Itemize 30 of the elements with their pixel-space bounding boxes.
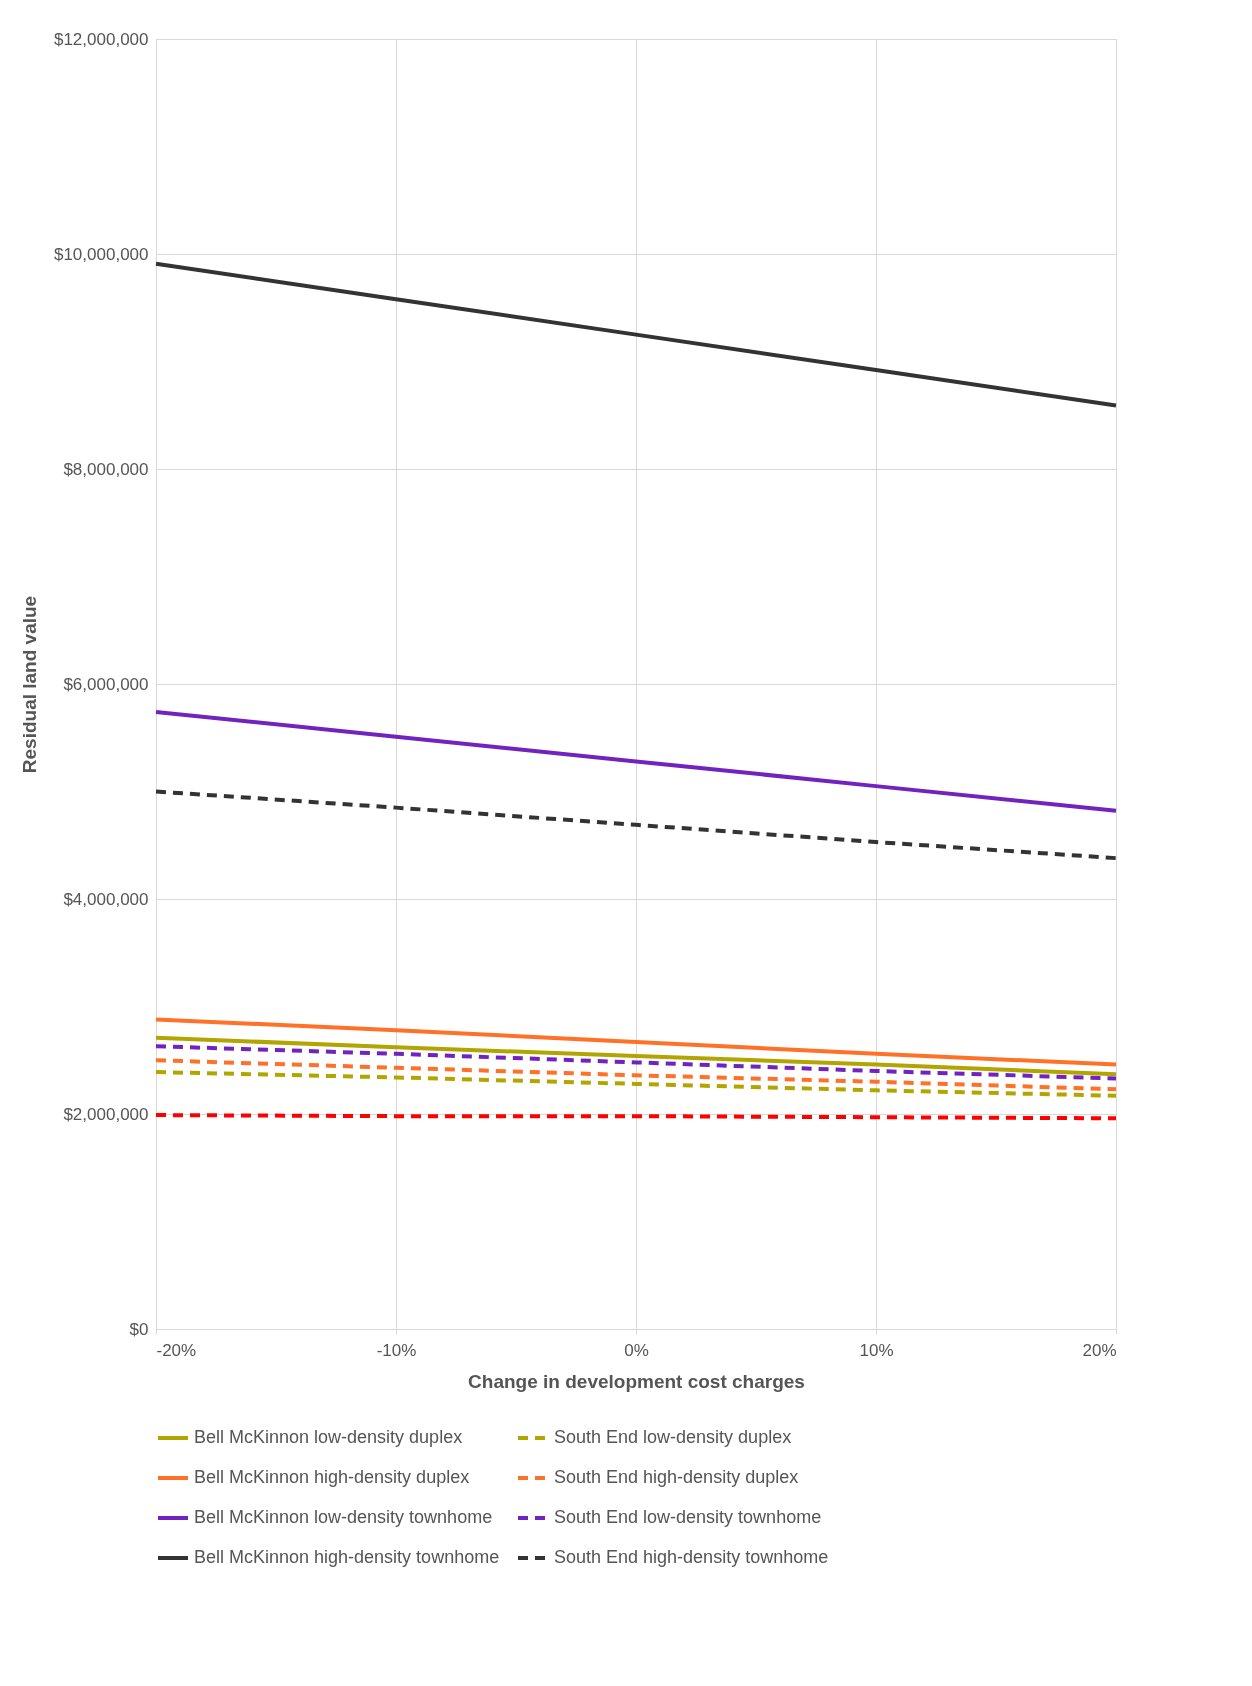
y-tick-label: $4,000,000 bbox=[63, 889, 149, 909]
line-series bbox=[154, 1044, 1118, 1081]
y-tick-label: $12,000,000 bbox=[53, 29, 149, 49]
legend-label: Bell McKinnon low-density townhome bbox=[194, 1507, 493, 1527]
legend-label: South End high-density townhome bbox=[554, 1547, 829, 1567]
line-series bbox=[154, 261, 1118, 408]
legend-label: South End low-density townhome bbox=[554, 1507, 822, 1527]
line-series bbox=[154, 789, 1118, 861]
legend-label: Bell McKinnon high-density duplex bbox=[194, 1467, 470, 1487]
x-tick-label: 10% bbox=[859, 1340, 894, 1360]
line-series bbox=[154, 1058, 1118, 1092]
line-series bbox=[154, 1017, 1118, 1067]
x-tick-label: -10% bbox=[376, 1340, 417, 1360]
y-tick-label: $2,000,000 bbox=[63, 1104, 149, 1124]
x-axis-title: Change in development cost charges bbox=[468, 1370, 805, 1392]
y-tick-label: $8,000,000 bbox=[63, 459, 149, 479]
legend-label: South End high-density duplex bbox=[554, 1467, 799, 1487]
line-series bbox=[154, 1035, 1118, 1077]
legend-label: Bell McKinnon high-density townhome bbox=[194, 1547, 500, 1567]
x-tick-label: 0% bbox=[624, 1340, 649, 1360]
x-tick-label: 20% bbox=[1082, 1340, 1117, 1360]
legend-label: Bell McKinnon low-density duplex bbox=[194, 1427, 463, 1447]
y-tick-label: $6,000,000 bbox=[63, 674, 149, 694]
line-series bbox=[154, 1070, 1118, 1098]
line-series bbox=[154, 709, 1118, 813]
y-tick-label: $10,000,000 bbox=[53, 244, 149, 264]
x-tick-label: -20% bbox=[156, 1340, 197, 1360]
y-tick-label: $0 bbox=[129, 1319, 149, 1339]
legend-label: South End low-density duplex bbox=[554, 1427, 792, 1447]
y-axis-title: Residual land value bbox=[18, 595, 40, 774]
